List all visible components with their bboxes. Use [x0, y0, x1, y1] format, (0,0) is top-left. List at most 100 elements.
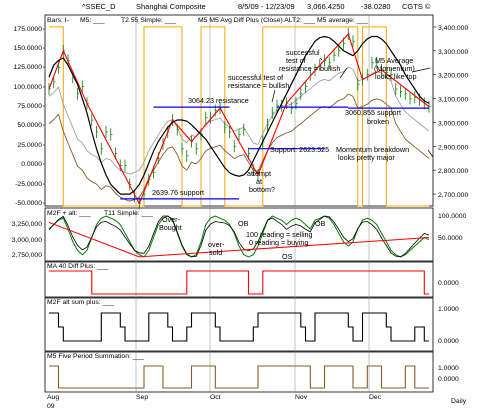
legend-m2f-alt-sum: M2F alt sum plus: ___ — [47, 299, 114, 306]
left-tick-price: 50.0000 — [17, 122, 42, 129]
header-dates: 8/5/09 - 12/23/09 — [238, 2, 295, 11]
annotation-test-1b: resistance = bullish — [228, 81, 289, 90]
x-label-sep: Sep — [136, 394, 148, 401]
header-last: 3,066.4250 — [307, 2, 345, 11]
right-tick-m2f: 100.0000 — [438, 213, 467, 220]
annotation-support-2639: 2639.76 support — [152, 188, 204, 197]
right-tick-m2f-alt: 0.0000 — [438, 338, 459, 345]
panel-frame-m2f-alt — [44, 297, 434, 352]
annotation-oversold-1: over- — [208, 240, 225, 249]
legend-t2-simple: T2.55 Simple: ___ — [121, 17, 176, 24]
annotation-ob-2: OB — [315, 219, 326, 228]
series-m2f-black — [48, 215, 430, 258]
right-tick-m5-five: 0.0000 — [438, 376, 459, 383]
right-tick-m2f: 50.0000 — [438, 235, 463, 242]
x-axis: Aug Sep Oct Nov Dec 09 Daily — [47, 394, 467, 410]
header-name: Shanghai Composite — [136, 2, 206, 11]
annotation-arrow — [427, 149, 434, 158]
annotation-support-broken-2: broken — [367, 117, 389, 126]
left-tick-m2f: 3,000,000 — [12, 237, 42, 244]
annotation-momentum-1: Momentum breakdown — [336, 145, 409, 154]
series-m5-average — [48, 35, 430, 195]
x-label-nov: Nov — [295, 394, 308, 401]
x-sublabel-year: 09 — [47, 403, 55, 410]
x-label-aug: Aug — [47, 394, 59, 401]
left-tick-price: 75.0000 — [17, 103, 42, 110]
right-tick-price: 3,000,000 — [438, 120, 468, 127]
right-tick-price: 3,200,000 — [438, 73, 468, 80]
annotation-arrow — [339, 67, 348, 79]
legend-bars: Bars: I- — [47, 17, 69, 24]
legend-m5-five: M5 Five Period Summation: ___ — [47, 353, 144, 360]
m2f-annotations: Over- Bought over- sold OB OS OB 100 rea… — [159, 215, 326, 261]
annotation-attempt-2: at — [256, 177, 262, 186]
right-tick-price: 2,800,000 — [438, 168, 468, 175]
left-tick-price: 25.0000 — [17, 142, 42, 149]
annotation-arrow — [271, 89, 276, 103]
left-tick-price: 100.0000 — [14, 84, 43, 91]
x-label-oct: Oct — [210, 394, 221, 401]
legend-diff-alt2: M5 M5 Avg Diff Plus (Close) ALT2: ___ — [198, 17, 315, 24]
x-frequency: Daily — [451, 398, 467, 405]
annotation-resistance-3064: 3064.23 resistance — [188, 96, 249, 105]
legend-m5: M5: ___ — [80, 17, 105, 24]
legend-t11-simple: T11 Simple: ___ — [104, 210, 153, 217]
price-annotations: 3064.23 resistance successful test of re… — [152, 48, 417, 197]
annotation-attempt-1: attempt — [247, 169, 271, 178]
annotation-test-1: successful test of — [228, 73, 283, 82]
series-t2-simple — [48, 33, 430, 205]
series-diff-alt2 — [49, 26, 429, 207]
right-tick-price: 3,400,000 — [438, 25, 468, 32]
chart-header: ^SSEC_D Shanghai Composite 8/5/09 - 12/2… — [82, 2, 431, 11]
series-m2f-alt-sum — [49, 312, 429, 342]
x-label-dec: Dec — [369, 394, 382, 401]
annotation-overbought-2: Bought — [159, 223, 182, 232]
right-tick-price: 3,300,000 — [438, 49, 468, 56]
panel-frame-m5-five — [44, 351, 434, 393]
left-tick-price: 150.0000 — [14, 45, 43, 52]
legend-m5-average: M5 average: ___ — [317, 17, 368, 24]
price-legend: Bars: I- M5: ___ T2.55 Simple: ___ M5 M5… — [47, 17, 368, 24]
series-brown-momentum — [48, 93, 430, 202]
header-symbol: ^SSEC_D — [82, 2, 116, 11]
panel-frame-ma40 — [44, 261, 434, 298]
left-tick-price: 0.0000 — [21, 161, 42, 168]
left-tick-m2f: 3,250,000 — [12, 221, 42, 228]
annotation-attempt-3: bottom? — [249, 185, 275, 194]
series-m5-five — [49, 365, 429, 389]
left-tick-price: 175.0000 — [14, 26, 43, 33]
annotation-test-2: successful — [286, 48, 320, 57]
annotation-overbought-1: Over- — [162, 215, 181, 224]
right-tick-price: 2,700,000 — [438, 192, 468, 199]
right-tick-price: 3,100,000 — [438, 97, 468, 104]
left-tick-price: -50.0000 — [15, 200, 42, 207]
left-tick-price: -25.0000 — [15, 181, 42, 188]
panel-frame-m2f — [44, 207, 434, 262]
series-t11-simple — [48, 221, 430, 258]
right-tick-ma40: 0.0000 — [438, 280, 459, 287]
right-tick-m2f-alt: 1.0000 — [438, 306, 459, 313]
header-copyright: CGTS © — [402, 2, 431, 11]
legend-ma40: MA 40 Diff Plus: ___ — [47, 263, 109, 270]
annotation-arrow — [411, 67, 431, 73]
annotation-test-2c: resistance = bullish — [279, 64, 340, 73]
annotation-arrow — [319, 57, 323, 61]
annotation-m5-average-2: (Momentum) — [374, 64, 415, 73]
annotation-momentum-2: looks pretty major — [338, 153, 395, 162]
annotation-os: OS — [282, 252, 293, 261]
annotation-support-broken-1: 3060.855 support — [345, 108, 401, 117]
m2f-legend: M2F + alt: ___ T11 Simple: ___ — [47, 210, 153, 217]
legend-m2f-alt: M2F + alt: ___ — [47, 210, 91, 217]
right-tick-m5-five: 1.0000 — [438, 365, 459, 372]
annotation-support-2623: Support: 2623.525 — [270, 145, 329, 154]
series-ma40 — [49, 270, 429, 295]
annotation-oversold-2: sold — [209, 248, 222, 257]
right-tick-price: 2,900,000 — [438, 144, 468, 151]
annotation-m5-average-3: looks like top — [375, 72, 417, 81]
annotation-ob-1: OB — [238, 219, 249, 228]
left-tick-m2f: 2,750,000 — [12, 252, 42, 259]
series-layer — [48, 26, 434, 389]
left-tick-price: 125.0000 — [14, 64, 43, 71]
